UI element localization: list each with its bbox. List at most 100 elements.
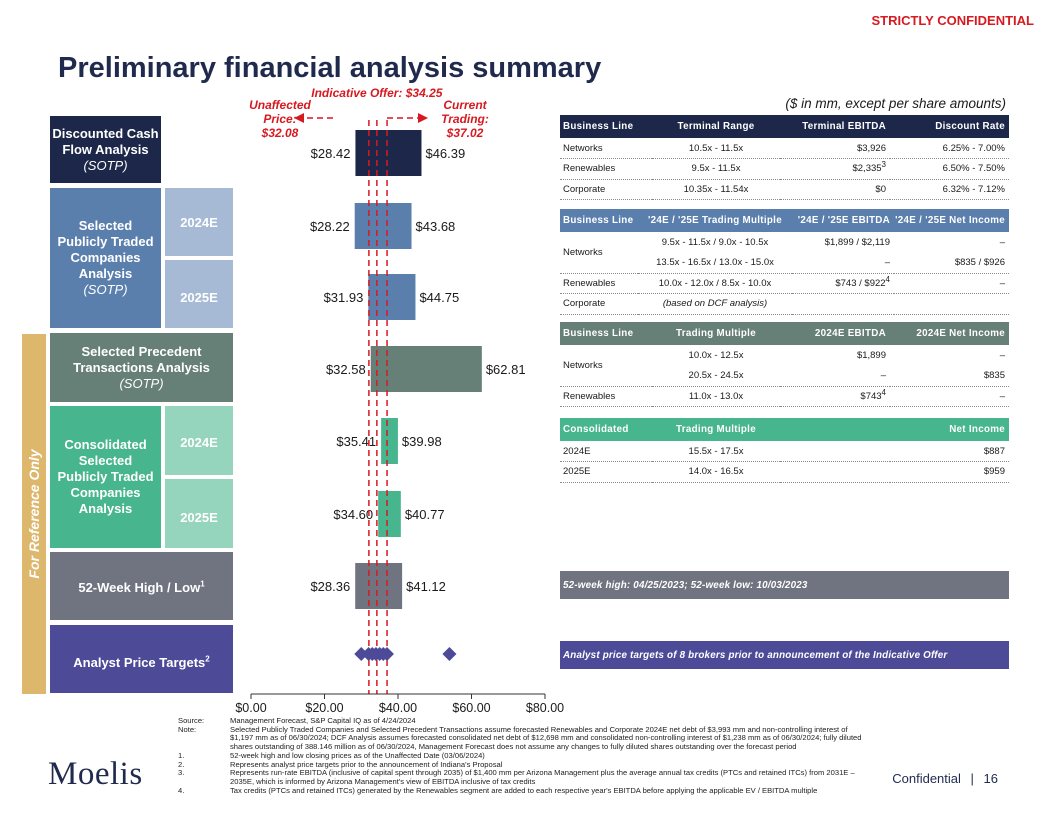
cons-cell: 2025E (560, 461, 652, 483)
consolidated-table: Consolidated Trading Multiple Net Income… (560, 418, 1009, 483)
row-sptc: Selected Publicly Traded Companies Analy… (50, 188, 161, 328)
sptc-cell: $743 / $9224 (792, 273, 894, 294)
table-row: Corporate (based on DCF analysis) (560, 293, 1009, 315)
cons-cell: 14.0x - 16.5x (652, 461, 780, 483)
dcf-header-business-line: Business Line (563, 121, 634, 132)
row-cons-2025e: 2025E (165, 479, 233, 548)
footnote: 1. 52-week high and low closing prices as… (178, 750, 485, 760)
precedent-table: Business Line Trading Multiple 2024E EBI… (560, 322, 1009, 407)
current-trading-label-line2: Trading: (441, 112, 489, 126)
row-dcf-line1: Discounted Cash (52, 125, 159, 141)
footer-separator: | (970, 771, 974, 786)
sptc-cell: 13.5x - 16.5x / 13.0x - 15.0x (638, 252, 792, 274)
unaffected-label-line1: Unaffected (249, 98, 311, 112)
cons-cell: $959 (890, 461, 1009, 483)
sptc-cell: – (894, 273, 1009, 294)
dcf-cell: Corporate (560, 179, 652, 200)
bar-low-label-cons-2024e: $35.41 (336, 434, 376, 449)
bar-high-label-52-week: $41.12 (406, 579, 446, 594)
x-axis-tick-label-4: $60.00 (452, 701, 490, 715)
dcf-table: Business Line Terminal Range Terminal EB… (560, 115, 1009, 200)
table-row: Networks 10.0x - 12.5x $1,899 – (560, 345, 1009, 387)
spta-cell: 20.5x - 24.5x (652, 365, 780, 387)
cons-cell (780, 441, 890, 462)
footnote: Source: Management Forecast, S&P Capital … (178, 716, 416, 725)
bar-sptc-2025e (368, 274, 416, 320)
analyst-target-diamond-7 (379, 647, 394, 661)
bar-52-week (355, 563, 403, 609)
page-footer: Confidential | 16 (892, 771, 998, 786)
row-sptc-line5: (SOTP) (83, 282, 128, 297)
units-note: ($ in mm, except per share amounts) (785, 96, 1006, 111)
x-axis-tick-label-1: $0.00 (235, 701, 266, 715)
row-dcf-line2: Flow Analysis (62, 141, 149, 157)
spta-cell: 11.0x - 13.0x (652, 386, 780, 407)
row-sptc-2025e: 2025E (165, 260, 233, 328)
row-sptc-line2: Publicly Traded (57, 234, 154, 249)
sptc-cell-networks: Networks (560, 232, 638, 274)
bar-low-label-sptc-2024e: $28.22 (310, 219, 350, 234)
cons-cell: 2024E (560, 441, 652, 462)
dcf-cell: 10.5x - 11.5x (652, 138, 780, 159)
bar-low-label-dcf: $28.42 (311, 146, 351, 161)
sptc-table: Business Line '24E / '25E Trading Multip… (560, 209, 1009, 315)
row-sptc-line3: Companies (70, 250, 141, 265)
spta-cell: $7434 (780, 386, 890, 407)
cons-cell (780, 461, 890, 483)
cons-header-net-income: Net Income (949, 424, 1005, 435)
bar-high-label-dcf: $46.39 (425, 146, 465, 161)
dcf-cell: $2,3353 (780, 158, 890, 180)
row-cons-line1: Consolidated (64, 437, 147, 452)
table-row: Renewables 11.0x - 13.0x $7434 – (560, 386, 1009, 407)
sptc-header-ebitda: '24E / '25E EBITDA (797, 215, 890, 226)
spta-header-net-income: 2024E Net Income (916, 328, 1005, 339)
spta-header-trading-multiple: Trading Multiple (676, 328, 756, 339)
sptc-header-net-income: '24E / '25E Net Income (895, 215, 1005, 226)
dcf-cell: 6.32% - 7.12% (890, 179, 1009, 200)
spta-header-ebitda: 2024E EBITDA (814, 328, 886, 339)
row-precedent-line1: Selected Precedent (81, 343, 202, 359)
spta-cell: – (780, 365, 890, 387)
cons-header-empty (780, 418, 890, 441)
x-axis-tick-label-2: $20.00 (305, 701, 343, 715)
table-row: 13.5x - 16.5x / 13.0x - 15.0x – $835 / $… (560, 252, 1009, 274)
confidential-label: STRICTLY CONFIDENTIAL (871, 13, 1034, 28)
sptc-cell: – (792, 252, 894, 274)
analyst-target-diamond-1 (354, 647, 369, 661)
row-dcf: Discounted Cash Flow Analysis (SOTP) (50, 116, 161, 183)
x-axis-tick-label-3: $40.00 (379, 701, 417, 715)
table-row: Networks 10.5x - 11.5x $3,926 6.25% - 7.… (560, 138, 1009, 159)
cons-header-trading-multiple: Trading Multiple (676, 424, 756, 435)
sptc-cell: (based on DCF analysis) (638, 293, 792, 315)
table-row: 2024E 15.5x - 17.5x $887 (560, 441, 1009, 462)
dcf-cell: 6.25% - 7.00% (890, 138, 1009, 159)
sptc-cell (792, 293, 894, 315)
reference-sidebar: For Reference Only (22, 334, 46, 694)
week52-note: 52-week high: 04/25/2023; 52-week low: 1… (560, 571, 1009, 599)
spta-cell: $1,899 (856, 349, 886, 361)
cons-header-consolidated: Consolidated (563, 424, 629, 435)
row-cons-2024e: 2024E (165, 406, 233, 475)
bar-low-label-sptc-2025e: $31.93 (324, 290, 364, 305)
row-sptc-line1: Selected (78, 218, 133, 233)
dcf-cell: $3,926 (780, 138, 890, 159)
row-consolidated: Consolidated Selected Publicly Traded Co… (50, 406, 161, 548)
dcf-cell: 9.5x - 11.5x (652, 158, 780, 180)
row-52-week: 52-Week High / Low1 (50, 552, 233, 620)
bar-cons-2025e (378, 491, 401, 537)
dcf-header-terminal-ebitda: Terminal EBITDA (802, 121, 886, 132)
row-precedent-line3: (SOTP) (119, 375, 164, 391)
page-title: Preliminary financial analysis summary (58, 52, 602, 84)
bar-high-label-precedent: $62.81 (486, 362, 526, 377)
dcf-header-discount-rate: Discount Rate (935, 121, 1005, 132)
spta-cell: $835 (890, 365, 1009, 387)
footnote: 3. Represents run-rate EBITDA (inclusive … (178, 768, 855, 786)
page-number: 16 (983, 771, 998, 786)
arrow-right-head (418, 113, 428, 123)
dcf-cell: Networks (560, 138, 652, 159)
spta-header-business-line: Business Line (563, 328, 634, 339)
table-row: 20.5x - 24.5x – $835 (560, 365, 1009, 387)
bar-high-label-cons-2025e: $40.77 (405, 507, 445, 522)
analyst-note: Analyst price targets of 8 brokers prior… (560, 641, 1009, 669)
moelis-logo: Moelis (48, 756, 143, 792)
